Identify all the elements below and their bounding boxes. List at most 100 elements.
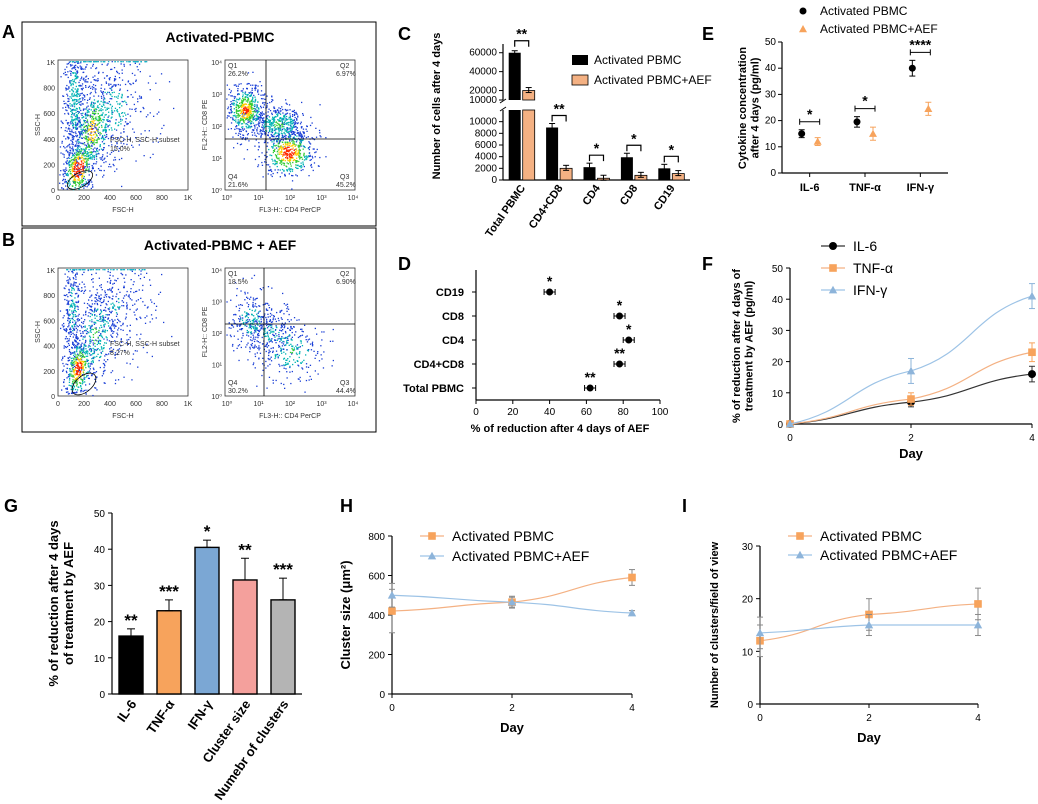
event-dot xyxy=(264,330,266,332)
event-dot xyxy=(74,95,77,97)
event-dot xyxy=(284,344,286,347)
event-dot xyxy=(77,353,79,355)
event-dot xyxy=(227,115,229,117)
event-dot xyxy=(298,356,300,359)
event-dot xyxy=(78,288,80,290)
event-dot xyxy=(100,90,102,92)
event-dot xyxy=(90,326,92,328)
event-dot xyxy=(131,72,134,75)
event-dot xyxy=(79,119,81,121)
event-dot xyxy=(297,153,300,155)
event-dot xyxy=(77,144,79,147)
event-dot xyxy=(84,131,86,133)
event-dot xyxy=(289,366,291,369)
event-dot xyxy=(252,113,254,115)
event-dot xyxy=(79,158,81,160)
event-dot xyxy=(92,269,94,271)
event-dot xyxy=(293,136,295,138)
event-dot xyxy=(91,374,93,377)
event-dot xyxy=(265,121,268,123)
event-dot xyxy=(111,325,113,327)
event-dot xyxy=(238,106,241,108)
event-dot xyxy=(72,119,75,122)
event-dot xyxy=(90,123,92,125)
event-dot xyxy=(258,334,260,337)
event-dot xyxy=(67,301,69,303)
event-dot xyxy=(264,313,266,315)
event-dot xyxy=(282,155,284,157)
event-dot xyxy=(67,319,69,322)
event-dot xyxy=(111,298,114,300)
event-dot xyxy=(90,132,92,134)
event-dot xyxy=(74,297,76,299)
event-dot xyxy=(65,336,67,338)
event-dot xyxy=(82,166,84,168)
event-dot xyxy=(303,155,305,157)
event-dot xyxy=(255,139,257,141)
event-dot xyxy=(238,121,240,123)
event-dot xyxy=(65,87,67,89)
event-dot xyxy=(287,159,289,162)
event-dot xyxy=(287,149,289,151)
event-dot xyxy=(309,364,312,366)
event-dot xyxy=(308,175,310,177)
event-dot xyxy=(235,85,238,87)
event-dot xyxy=(156,137,159,139)
event-dot xyxy=(95,127,97,129)
event-dot xyxy=(253,132,256,134)
event-dot xyxy=(83,77,85,79)
event-dot xyxy=(92,347,94,350)
event-dot xyxy=(124,349,126,352)
event-dot xyxy=(74,382,77,384)
event-dot xyxy=(118,147,120,150)
event-dot xyxy=(66,388,68,390)
event-dot xyxy=(80,157,82,159)
event-dot xyxy=(302,169,304,171)
event-dot xyxy=(72,108,75,111)
event-dot xyxy=(257,101,259,103)
event-dot xyxy=(173,107,175,110)
event-dot xyxy=(129,329,131,332)
event-dot xyxy=(294,145,296,147)
event-dot xyxy=(73,95,75,97)
event-dot xyxy=(72,389,74,391)
event-dot xyxy=(86,186,88,188)
event-dot xyxy=(59,182,61,184)
event-dot xyxy=(238,132,240,134)
event-dot xyxy=(279,120,281,122)
event-dot xyxy=(74,378,76,380)
event-dot xyxy=(104,126,106,128)
event-dot xyxy=(94,303,96,305)
event-dot xyxy=(73,170,75,172)
event-dot xyxy=(146,315,148,317)
event-dot xyxy=(235,115,237,118)
event-dot xyxy=(121,157,123,160)
event-dot xyxy=(80,351,82,353)
event-dot xyxy=(79,108,81,110)
event-dot xyxy=(108,145,110,147)
event-dot xyxy=(228,112,231,114)
event-dot xyxy=(247,93,249,96)
event-dot xyxy=(116,70,118,73)
event-dot xyxy=(302,131,304,133)
event-dot xyxy=(229,91,232,94)
event-dot xyxy=(289,137,291,139)
event-dot xyxy=(70,110,72,112)
event-dot xyxy=(104,269,106,271)
event-dot xyxy=(251,322,253,324)
event-dot xyxy=(283,383,285,386)
event-dot xyxy=(67,317,69,319)
event-dot xyxy=(271,112,273,114)
event-dot xyxy=(85,132,87,134)
event-dot xyxy=(73,158,75,160)
event-dot xyxy=(75,184,77,186)
event-dot xyxy=(85,76,87,78)
event-dot xyxy=(280,132,283,134)
event-dot xyxy=(271,308,273,310)
event-dot xyxy=(82,112,84,114)
event-dot xyxy=(107,300,109,303)
event-dot xyxy=(126,304,128,306)
event-dot xyxy=(300,162,302,164)
event-dot xyxy=(83,187,85,189)
event-dot xyxy=(113,269,115,271)
